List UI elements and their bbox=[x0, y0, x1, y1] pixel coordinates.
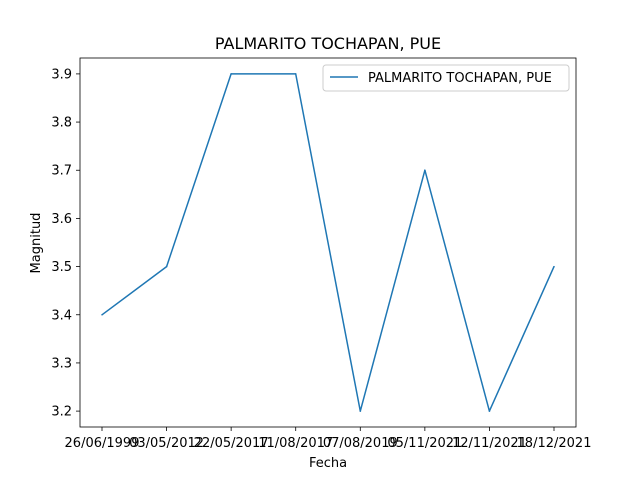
y-axis-label: Magnitud bbox=[29, 213, 44, 274]
y-tick-label: 3.4 bbox=[51, 308, 72, 323]
y-tick-label: 3.8 bbox=[51, 116, 72, 131]
y-tick-label: 3.3 bbox=[51, 356, 72, 371]
y-axis: 3.2 3.3 3.4 3.5 3.6 3.7 3.8 3.9 bbox=[51, 67, 80, 420]
data-point bbox=[230, 73, 232, 75]
y-tick-label: 3.5 bbox=[51, 260, 72, 275]
x-axis: 26/06/199903/05/201222/05/201711/08/2017… bbox=[65, 427, 592, 451]
x-tick-label: 22/05/2017 bbox=[194, 436, 269, 451]
legend-box bbox=[322, 64, 570, 92]
series-line bbox=[101, 73, 555, 412]
chart-title: PALMARITO TOCHAPAN, PUE bbox=[215, 34, 441, 53]
data-point bbox=[488, 410, 491, 412]
data-point bbox=[359, 410, 362, 412]
y-tick-label: 3.6 bbox=[51, 212, 72, 227]
legend-entry-label: PALMARITO TOCHAPAN, PUE bbox=[368, 71, 552, 86]
plot-area: 3.2 3.3 3.4 3.5 3.6 3.7 3.8 3.9 26/06/199903/05… bbox=[51, 57, 592, 451]
data-point bbox=[294, 73, 297, 75]
series-points bbox=[101, 73, 555, 412]
x-tick-label: 18/12/2021 bbox=[517, 436, 592, 451]
data-point bbox=[101, 314, 103, 316]
x-tick-label: 07/08/2019 bbox=[323, 436, 398, 451]
y-tick-label: 3.7 bbox=[51, 164, 72, 179]
x-tick-label: 05/11/2021 bbox=[387, 436, 462, 451]
plot-frame bbox=[79, 57, 577, 428]
data-point bbox=[424, 169, 426, 171]
x-axis-label: Fecha bbox=[309, 456, 347, 471]
y-tick-label: 3.2 bbox=[51, 405, 72, 420]
data-point bbox=[165, 265, 168, 268]
y-tick-label: 3.9 bbox=[51, 67, 72, 82]
x-tick-label: 12/11/2021 bbox=[452, 436, 527, 451]
legend: PALMARITO TOCHAPAN, PUE bbox=[322, 64, 570, 92]
x-tick-label: 11/08/2017 bbox=[258, 436, 333, 451]
data-point bbox=[553, 265, 555, 268]
x-tick-label: 03/05/2012 bbox=[129, 436, 204, 451]
x-tick-label: 26/06/1999 bbox=[65, 436, 140, 451]
